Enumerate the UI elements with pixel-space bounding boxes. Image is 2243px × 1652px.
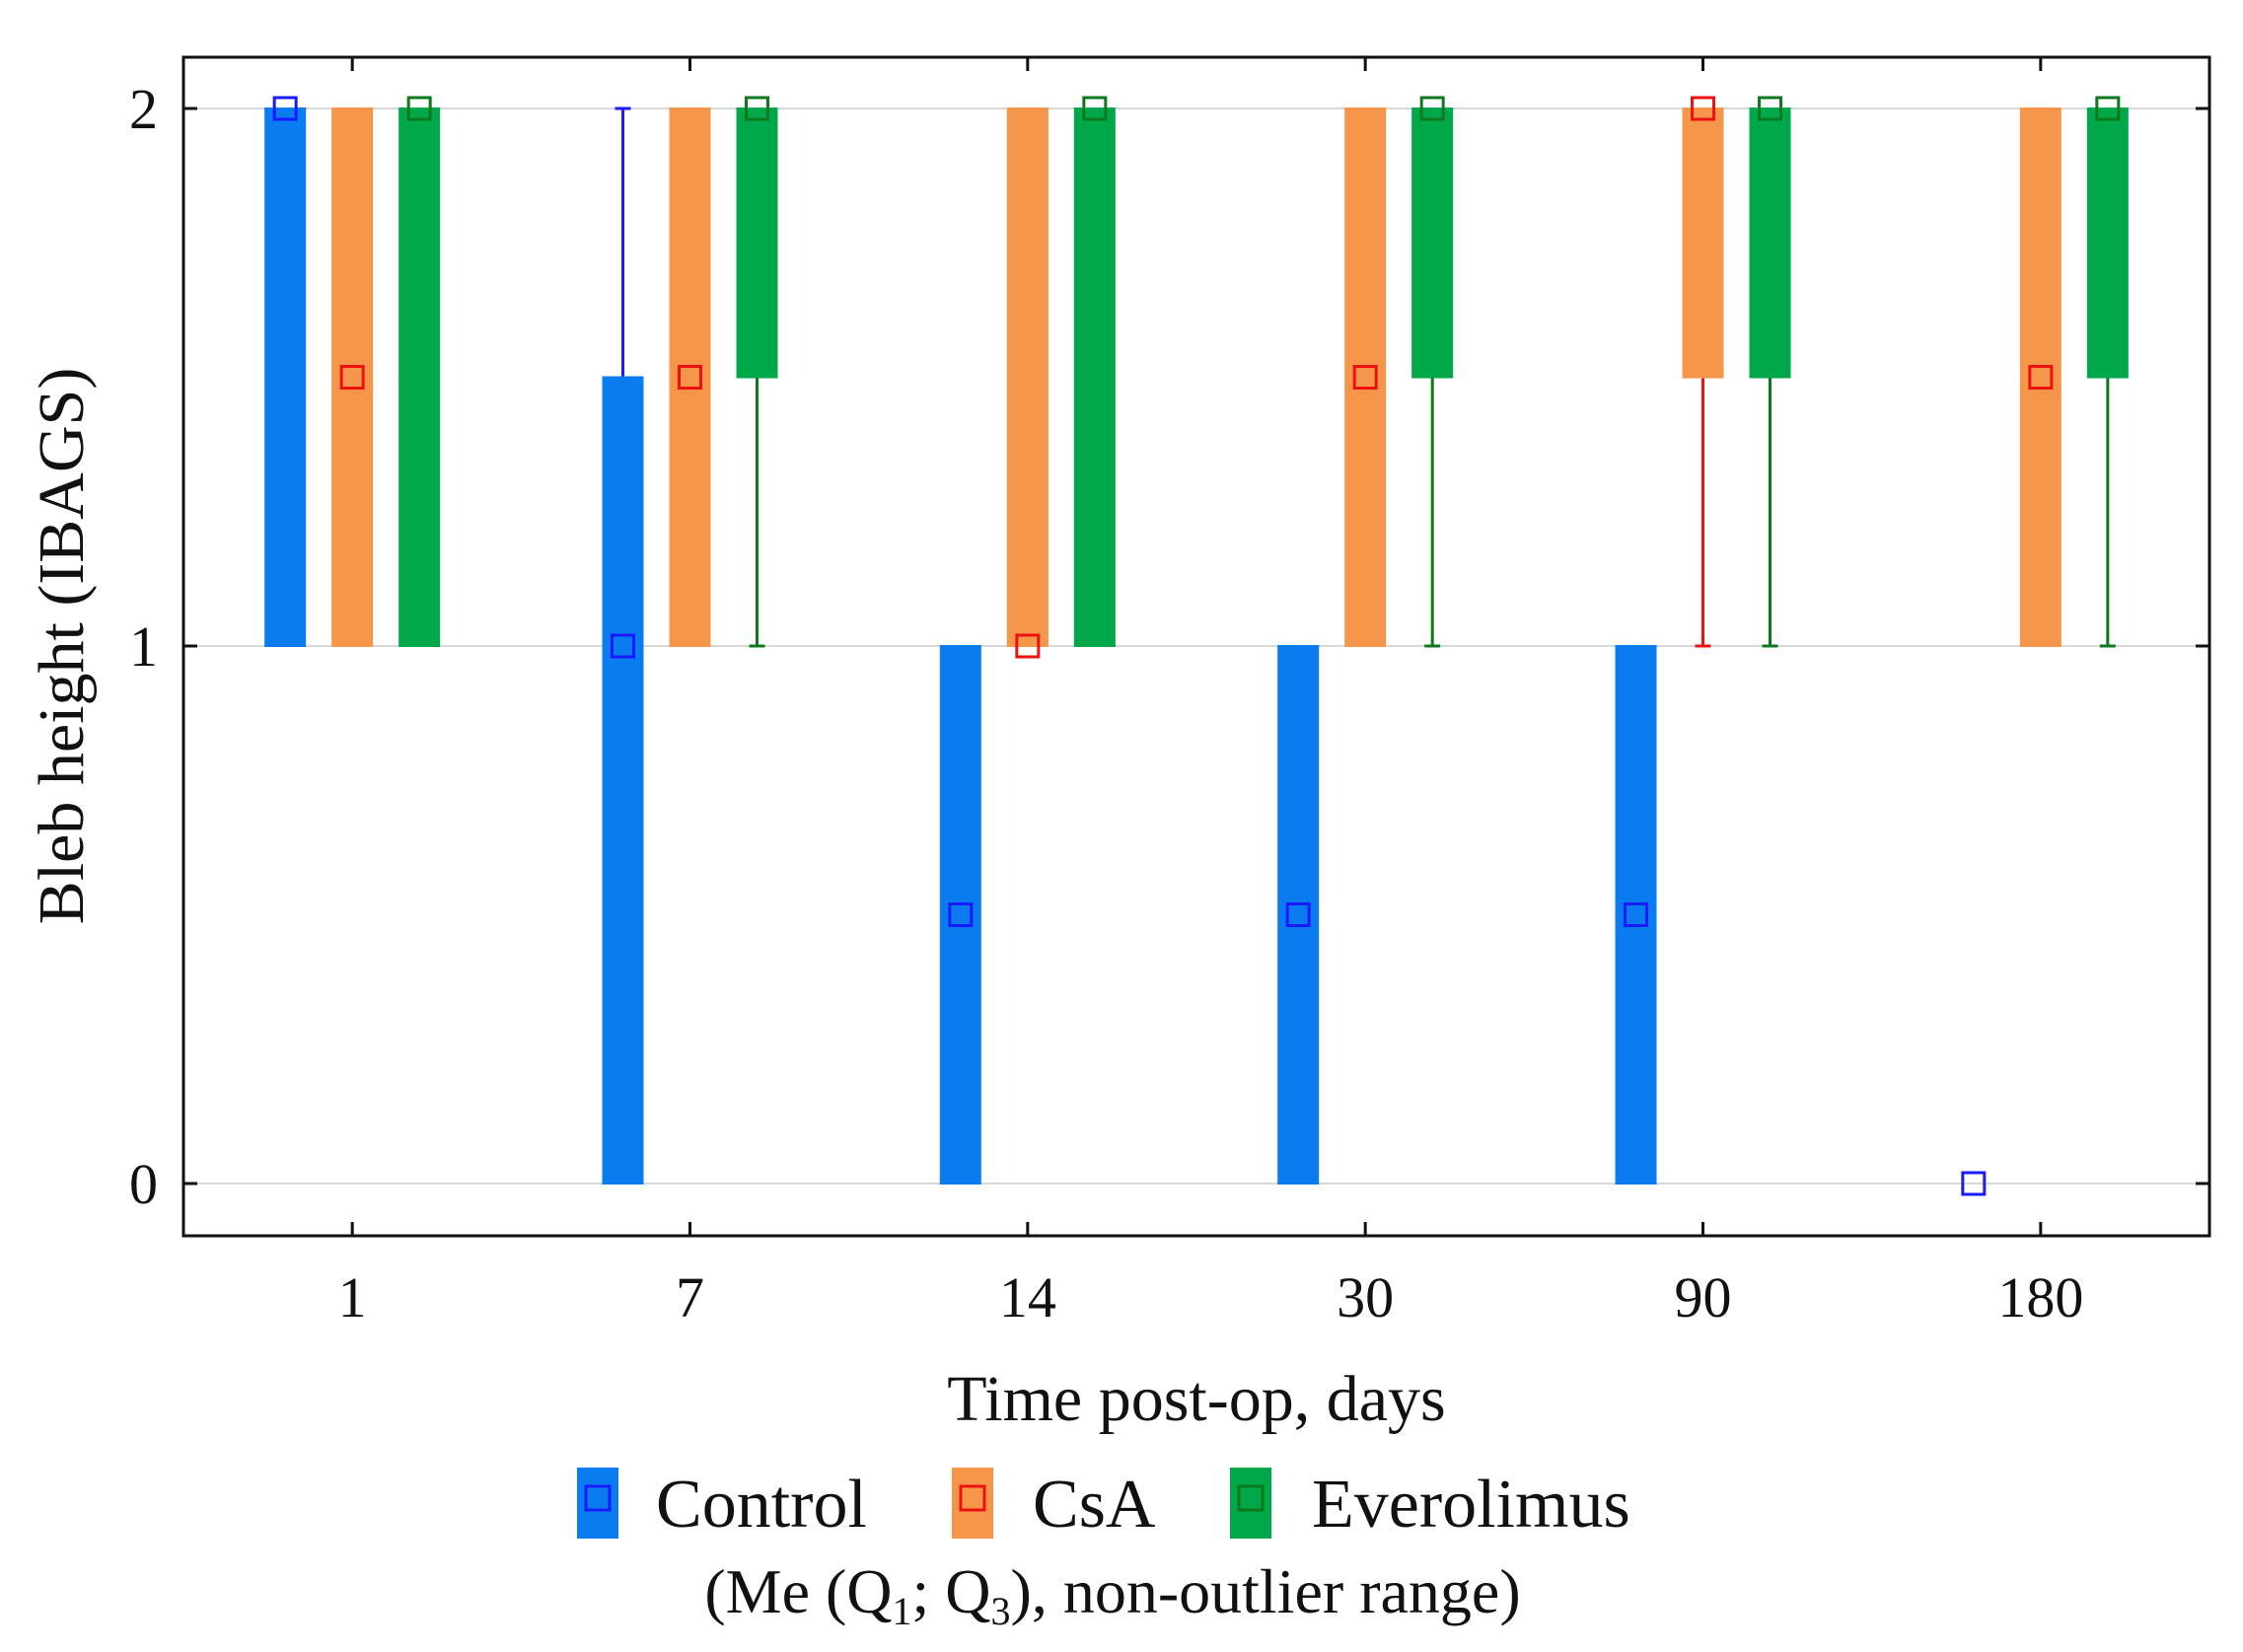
box-control-14 <box>939 645 981 1185</box>
median-marker <box>1015 633 1041 659</box>
iqr-box <box>1682 108 1724 378</box>
box-control-90 <box>1615 645 1657 1185</box>
iqr-box <box>1073 108 1116 646</box>
legend-marker-everolimus <box>1237 1484 1265 1512</box>
box-everolimus-1 <box>398 96 441 647</box>
x-axis: 1 7 14 30 90 180 <box>338 57 2083 1329</box>
box-csa-30 <box>1344 108 1387 647</box>
median-marker <box>1691 96 1715 121</box>
y-tick-label-0: 0 <box>129 1152 158 1216</box>
legend-swatch-everolimus <box>1230 1468 1271 1539</box>
iqr-box <box>602 377 644 1184</box>
legend-label-csa: CsA <box>1033 1467 1156 1543</box>
box-csa-7 <box>669 108 711 647</box>
iqr-box <box>2086 108 2129 378</box>
box-csa-90 <box>1682 96 1724 648</box>
box-csa-180 <box>2019 108 2062 647</box>
box-csa-1 <box>331 108 374 647</box>
median-marker <box>272 96 298 121</box>
legend-note: (Me (Q1; Q3), non-outlier range) <box>704 1556 1520 1633</box>
box-everolimus-30 <box>1411 96 1454 648</box>
iqr-box <box>1277 646 1320 1184</box>
y-tick-label-2: 2 <box>129 77 158 141</box>
legend-marker-csa <box>959 1484 986 1512</box>
iqr-box <box>1749 108 1791 378</box>
x-tick-label-90: 90 <box>1675 1265 1732 1329</box>
median-marker <box>2095 96 2121 121</box>
legend-swatch-control <box>577 1468 618 1539</box>
iqr-box <box>398 108 441 646</box>
median-marker <box>678 365 702 390</box>
median-marker <box>339 365 365 390</box>
y-axis-title: Bleb height (IBAGS) <box>26 368 98 925</box>
box-control-7 <box>602 107 644 1185</box>
iqr-box <box>669 108 711 646</box>
median-marker <box>2028 365 2054 390</box>
iqr-box <box>2019 108 2062 646</box>
iqr-box <box>1006 108 1049 646</box>
y-axis: 0 1 2 <box>129 77 2209 1216</box>
box-control-30 <box>1277 645 1320 1185</box>
box-csa-14 <box>1006 108 1049 659</box>
x-tick-label-30: 30 <box>1337 1265 1394 1329</box>
legend-swatch-csa <box>952 1468 993 1539</box>
box-control-1 <box>264 96 307 647</box>
box-everolimus-180 <box>2086 96 2129 648</box>
box-control-180 <box>1961 1171 1987 1196</box>
x-tick-label-180: 180 <box>1997 1265 2083 1329</box>
legend-label-everolimus: Everolimus <box>1312 1467 1630 1543</box>
median-marker <box>1961 1171 1987 1196</box>
grid-lines <box>183 108 2209 1185</box>
median-marker <box>1082 96 1108 121</box>
median-marker <box>1758 96 1782 121</box>
iqr-box <box>264 108 307 646</box>
legend-marker-control <box>584 1484 612 1512</box>
median-marker <box>1624 902 1648 927</box>
median-marker <box>406 96 432 121</box>
iqr-box <box>939 646 981 1184</box>
median-marker <box>611 633 635 659</box>
median-marker <box>1419 96 1445 121</box>
box-everolimus-14 <box>1073 96 1116 647</box>
box-everolimus-7 <box>736 96 778 648</box>
x-tick-label-1: 1 <box>338 1265 367 1329</box>
iqr-box <box>331 108 374 646</box>
iqr-box <box>1344 108 1387 646</box>
legend: Control CsA Everolimus (Me (Q1; Q3), non… <box>577 1467 1630 1633</box>
iqr-box <box>1615 646 1657 1184</box>
iqr-box <box>1411 108 1454 378</box>
x-tick-label-7: 7 <box>676 1265 704 1329</box>
x-axis-title: Time post-op, days <box>947 1363 1445 1435</box>
y-tick-label-1: 1 <box>129 614 158 679</box>
iqr-box <box>736 108 778 378</box>
boxes-layer <box>264 96 2129 1196</box>
box-everolimus-90 <box>1749 96 1791 648</box>
median-marker <box>745 96 769 121</box>
legend-label-control: Control <box>656 1467 867 1543</box>
median-marker <box>1285 902 1311 927</box>
median-marker <box>1352 365 1378 390</box>
median-marker <box>948 902 974 927</box>
x-tick-label-14: 14 <box>999 1265 1056 1329</box>
